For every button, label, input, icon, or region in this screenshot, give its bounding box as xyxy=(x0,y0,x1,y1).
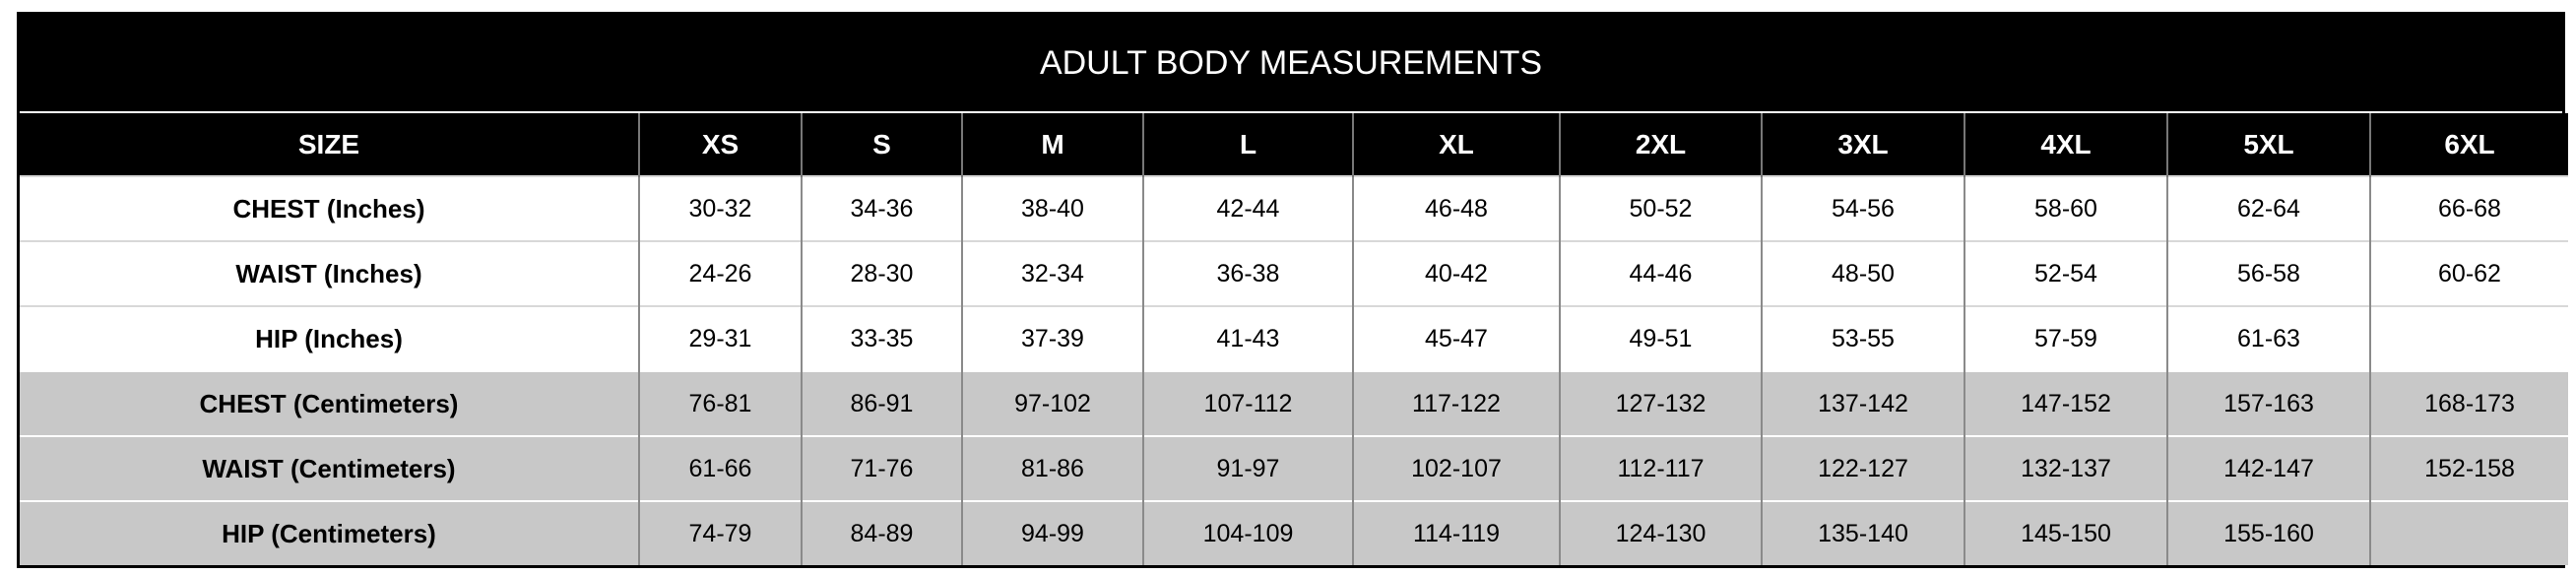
cell: 52-54 xyxy=(1964,240,2167,306)
cell: 84-89 xyxy=(801,500,962,565)
table-row: HIP (Centimeters) 74-79 84-89 94-99 104-109 1… xyxy=(20,500,2568,565)
row-label: CHEST (Centimeters) xyxy=(20,370,639,436)
cell: 62-64 xyxy=(2166,175,2370,241)
cell: 94-99 xyxy=(961,500,1143,565)
cell: 46-48 xyxy=(1352,175,1560,241)
header-cell: SIZE xyxy=(20,113,639,176)
cell: 37-39 xyxy=(961,305,1143,371)
cell: 34-36 xyxy=(801,175,962,241)
row-label: HIP (Inches) xyxy=(20,305,639,371)
cell: 53-55 xyxy=(1761,305,1964,371)
cell: 104-109 xyxy=(1142,500,1353,565)
header-cell: 4XL xyxy=(1964,113,2167,176)
cell xyxy=(2369,500,2568,565)
cell: 66-68 xyxy=(2369,175,2568,241)
cell xyxy=(2369,305,2568,371)
row-label: HIP (Centimeters) xyxy=(20,500,639,565)
cell: 152-158 xyxy=(2369,435,2568,501)
cell: 24-26 xyxy=(638,240,802,306)
cell: 107-112 xyxy=(1142,370,1353,436)
cell: 40-42 xyxy=(1352,240,1560,306)
table-row: CHEST (Inches) 30-32 34-36 38-40 42-44 46-48 5… xyxy=(20,175,2568,241)
cell: 117-122 xyxy=(1352,370,1560,436)
header-cell: XL xyxy=(1352,113,1560,176)
measurement-table: SIZE XS S M L XL 2XL 3XL 4XL 5XL 6XL CHEST (Inches)… xyxy=(20,113,2568,565)
cell: 56-58 xyxy=(2166,240,2370,306)
cell: 49-51 xyxy=(1559,305,1762,371)
cell: 61-63 xyxy=(2166,305,2370,371)
cell: 112-117 xyxy=(1559,435,1762,501)
cell: 28-30 xyxy=(801,240,962,306)
cell: 38-40 xyxy=(961,175,1143,241)
table-row: WAIST (Inches) 24-26 28-30 32-34 36-38 40-42 4… xyxy=(20,240,2568,306)
cell: 74-79 xyxy=(638,500,802,565)
cell: 81-86 xyxy=(961,435,1143,501)
cell: 30-32 xyxy=(638,175,802,241)
cell: 135-140 xyxy=(1761,500,1964,565)
chart-title: ADULT BODY MEASUREMENTS xyxy=(20,15,2562,113)
cell: 48-50 xyxy=(1761,240,1964,306)
row-label: CHEST (Inches) xyxy=(20,175,639,241)
cell: 102-107 xyxy=(1352,435,1560,501)
cell: 57-59 xyxy=(1964,305,2167,371)
cell: 76-81 xyxy=(638,370,802,436)
row-label: WAIST (Centimeters) xyxy=(20,435,639,501)
header-row: SIZE XS S M L XL 2XL 3XL 4XL 5XL 6XL xyxy=(20,113,2568,176)
cell: 147-152 xyxy=(1964,370,2167,436)
row-label: WAIST (Inches) xyxy=(20,240,639,306)
cell: 122-127 xyxy=(1761,435,1964,501)
cell: 155-160 xyxy=(2166,500,2370,565)
cell: 42-44 xyxy=(1142,175,1353,241)
header-cell: 3XL xyxy=(1761,113,1964,176)
cell: 145-150 xyxy=(1964,500,2167,565)
cell: 142-147 xyxy=(2166,435,2370,501)
cell: 60-62 xyxy=(2369,240,2568,306)
cell: 36-38 xyxy=(1142,240,1353,306)
size-chart: ADULT BODY MEASUREMENTS SIZE XS S M L XL 2XL 3X… xyxy=(17,12,2568,568)
cell: 127-132 xyxy=(1559,370,1762,436)
table-row: CHEST (Centimeters) 76-81 86-91 97-102 107-1… xyxy=(20,370,2568,436)
header-cell: 5XL xyxy=(2166,113,2370,176)
cell: 45-47 xyxy=(1352,305,1560,371)
cell: 29-31 xyxy=(638,305,802,371)
cell: 91-97 xyxy=(1142,435,1353,501)
cell: 32-34 xyxy=(961,240,1143,306)
cell: 157-163 xyxy=(2166,370,2370,436)
cell: 61-66 xyxy=(638,435,802,501)
cell: 50-52 xyxy=(1559,175,1762,241)
cell: 114-119 xyxy=(1352,500,1560,565)
table-row: WAIST (Centimeters) 61-66 71-76 81-86 91-97 1… xyxy=(20,435,2568,501)
cell: 132-137 xyxy=(1964,435,2167,501)
header-cell: 2XL xyxy=(1559,113,1762,176)
cell: 44-46 xyxy=(1559,240,1762,306)
header-cell: L xyxy=(1142,113,1353,176)
cell: 124-130 xyxy=(1559,500,1762,565)
cell: 33-35 xyxy=(801,305,962,371)
cell: 97-102 xyxy=(961,370,1143,436)
cell: 137-142 xyxy=(1761,370,1964,436)
header-cell: M xyxy=(961,113,1143,176)
header-cell: XS xyxy=(638,113,802,176)
header-cell: S xyxy=(801,113,962,176)
header-cell: 6XL xyxy=(2369,113,2568,176)
cell: 71-76 xyxy=(801,435,962,501)
cell: 41-43 xyxy=(1142,305,1353,371)
cell: 86-91 xyxy=(801,370,962,436)
table-row: HIP (Inches) 29-31 33-35 37-39 41-43 45-47 49-… xyxy=(20,305,2568,371)
cell: 58-60 xyxy=(1964,175,2167,241)
cell: 54-56 xyxy=(1761,175,1964,241)
cell: 168-173 xyxy=(2369,370,2568,436)
